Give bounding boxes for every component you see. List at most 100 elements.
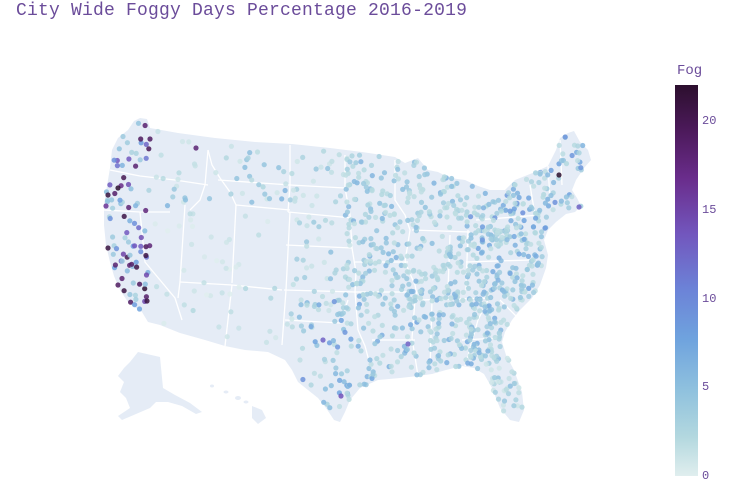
city-marker[interactable] — [110, 205, 116, 211]
city-marker[interactable] — [146, 187, 152, 193]
city-marker[interactable] — [477, 297, 483, 303]
city-marker[interactable] — [315, 307, 322, 313]
city-marker[interactable] — [460, 269, 466, 275]
city-marker[interactable] — [170, 194, 176, 200]
city-marker[interactable] — [181, 267, 187, 273]
city-marker[interactable] — [521, 217, 527, 224]
city-marker[interactable] — [473, 223, 479, 229]
city-marker[interactable] — [504, 321, 510, 327]
city-marker[interactable] — [552, 199, 558, 205]
city-marker[interactable] — [405, 217, 411, 223]
city-marker-high-fog[interactable] — [144, 298, 150, 304]
city-marker[interactable] — [457, 243, 463, 249]
city-marker[interactable] — [317, 373, 323, 379]
city-marker[interactable] — [488, 367, 494, 373]
city-marker[interactable] — [474, 271, 480, 277]
city-marker[interactable] — [309, 263, 315, 269]
city-marker[interactable] — [466, 316, 472, 322]
city-marker[interactable] — [354, 280, 360, 287]
city-marker[interactable] — [236, 284, 242, 290]
city-marker[interactable] — [436, 316, 442, 322]
city-marker[interactable] — [423, 276, 429, 282]
city-marker[interactable] — [189, 241, 195, 247]
city-marker[interactable] — [381, 170, 388, 176]
city-marker[interactable] — [388, 363, 394, 369]
city-marker[interactable] — [548, 167, 554, 173]
city-marker[interactable] — [301, 328, 307, 334]
city-marker-high-fog[interactable] — [147, 136, 153, 142]
city-marker[interactable] — [450, 330, 456, 337]
city-marker[interactable] — [219, 290, 225, 296]
city-marker[interactable] — [126, 204, 132, 211]
city-marker[interactable] — [501, 408, 507, 414]
city-marker[interactable] — [408, 289, 415, 295]
city-marker[interactable] — [479, 224, 486, 230]
city-marker[interactable] — [306, 214, 312, 220]
city-marker[interactable] — [358, 159, 364, 165]
city-marker[interactable] — [179, 139, 186, 145]
city-marker[interactable] — [449, 175, 455, 182]
city-marker[interactable] — [470, 252, 476, 258]
city-marker[interactable] — [370, 328, 376, 334]
city-marker[interactable] — [134, 264, 140, 270]
city-marker[interactable] — [448, 335, 454, 342]
city-marker[interactable] — [382, 295, 388, 301]
city-marker[interactable] — [164, 291, 170, 297]
city-marker[interactable] — [404, 269, 410, 275]
city-marker[interactable] — [507, 383, 513, 389]
city-marker[interactable] — [138, 136, 144, 142]
city-marker[interactable] — [304, 223, 310, 229]
city-marker[interactable] — [484, 330, 490, 336]
city-marker[interactable] — [318, 164, 324, 170]
city-marker[interactable] — [289, 316, 295, 322]
city-marker[interactable] — [138, 234, 144, 241]
city-marker[interactable] — [363, 184, 369, 190]
city-marker[interactable] — [431, 219, 438, 225]
city-marker[interactable] — [143, 155, 149, 161]
city-marker[interactable] — [454, 298, 460, 304]
city-marker[interactable] — [526, 293, 532, 299]
city-marker[interactable] — [369, 188, 375, 194]
city-marker[interactable] — [370, 241, 376, 247]
city-marker[interactable] — [496, 305, 502, 311]
city-marker[interactable] — [395, 347, 401, 354]
city-marker[interactable] — [393, 254, 399, 261]
city-marker[interactable] — [409, 326, 415, 332]
city-marker[interactable] — [440, 312, 446, 318]
city-marker[interactable] — [411, 350, 417, 356]
city-marker[interactable] — [290, 281, 296, 288]
city-marker[interactable] — [476, 278, 482, 284]
city-marker[interactable] — [395, 303, 401, 309]
city-marker[interactable] — [187, 211, 193, 217]
city-marker[interactable] — [485, 231, 491, 237]
city-marker[interactable] — [399, 325, 405, 331]
city-marker-high-fog[interactable] — [338, 393, 344, 399]
city-marker[interactable] — [508, 218, 514, 224]
city-marker[interactable] — [142, 281, 148, 287]
city-marker[interactable] — [418, 209, 424, 215]
city-marker[interactable] — [154, 284, 160, 290]
city-marker[interactable] — [262, 191, 268, 197]
city-marker[interactable] — [133, 203, 139, 209]
city-marker[interactable] — [263, 339, 270, 345]
city-marker[interactable] — [357, 382, 363, 388]
city-marker[interactable] — [224, 334, 230, 340]
city-marker[interactable] — [475, 228, 481, 234]
city-marker[interactable] — [234, 175, 240, 182]
city-marker[interactable] — [422, 172, 428, 178]
city-marker[interactable] — [498, 208, 504, 214]
city-marker[interactable] — [358, 312, 364, 318]
city-marker[interactable] — [412, 298, 418, 304]
city-marker[interactable] — [254, 149, 261, 155]
city-marker[interactable] — [325, 165, 331, 172]
city-marker[interactable] — [543, 214, 550, 220]
city-marker[interactable] — [132, 292, 138, 298]
city-marker[interactable] — [346, 284, 352, 290]
city-marker[interactable] — [345, 182, 351, 188]
city-marker[interactable] — [389, 203, 395, 209]
city-marker[interactable] — [556, 142, 562, 148]
city-marker[interactable] — [188, 217, 194, 223]
city-marker[interactable] — [382, 269, 388, 275]
city-marker[interactable] — [122, 235, 128, 241]
city-marker[interactable] — [540, 194, 546, 200]
